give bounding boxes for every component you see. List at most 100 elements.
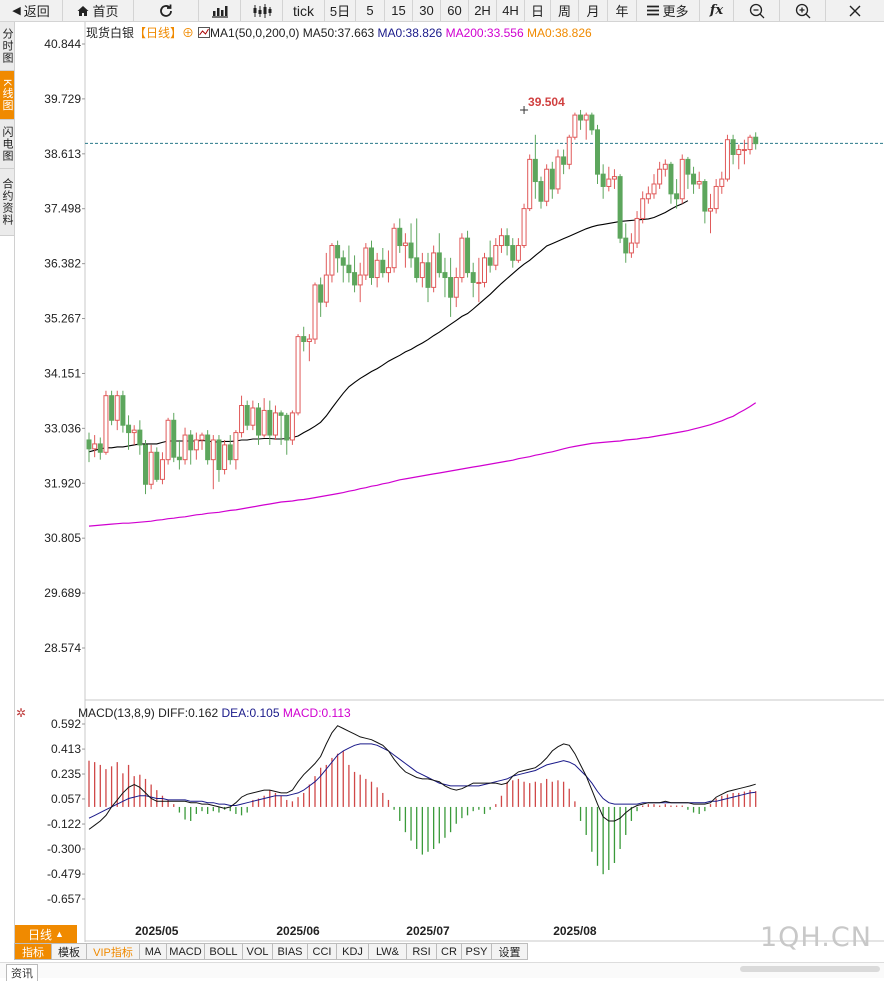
candle — [691, 166, 697, 194]
candle-body — [159, 459, 165, 480]
candle — [741, 139, 747, 165]
macd-dea-value: DEA:0.105 — [221, 706, 280, 720]
kline-chart-button[interactable] — [199, 0, 241, 21]
tab-contract-info[interactable]: 合约资料 — [0, 169, 14, 236]
candle-body — [713, 185, 719, 210]
period-year[interactable]: 年 — [608, 0, 637, 21]
tab-ma[interactable]: MA — [140, 943, 167, 960]
candle — [453, 267, 459, 308]
candle-body — [244, 405, 250, 426]
macd-y-tick-label: 0.057 — [51, 792, 81, 806]
y-tick-label: 39.729 — [44, 92, 81, 106]
period-60min[interactable]: 60 — [441, 0, 469, 21]
candle — [154, 447, 160, 482]
candle-body — [611, 176, 617, 180]
period-month[interactable]: 月 — [579, 0, 608, 21]
candle-body — [578, 114, 584, 121]
tab-kline[interactable]: K线图 — [0, 71, 14, 120]
back-button[interactable]: ◀ 返回 — [0, 0, 63, 21]
settings-icon[interactable]: ⊕ — [182, 26, 195, 40]
macd-name: MACD(13,8,9) — [78, 706, 155, 720]
y-tick-label: 31.920 — [44, 476, 81, 490]
candle — [374, 252, 380, 288]
candle — [329, 243, 335, 283]
tab-boll[interactable]: BOLL — [205, 943, 243, 960]
refresh-button[interactable] — [134, 0, 199, 21]
candle — [323, 252, 329, 308]
period-2h[interactable]: 2H — [469, 0, 497, 21]
horizontal-scrollbar[interactable] — [740, 966, 880, 972]
candle-body — [623, 237, 629, 254]
refresh-icon — [158, 3, 174, 19]
candle-body — [278, 412, 284, 416]
tab-macd[interactable]: MACD — [167, 943, 205, 960]
tab-cr[interactable]: CR — [437, 943, 462, 960]
candle — [193, 432, 199, 460]
candle-body — [431, 252, 437, 288]
candle — [521, 203, 527, 248]
tick-button[interactable]: tick — [283, 0, 325, 21]
tab-indicators[interactable]: 指标 — [14, 943, 52, 960]
candle — [753, 132, 759, 150]
candle-body — [143, 444, 148, 485]
home-button[interactable]: 首页 — [63, 0, 134, 21]
macd-diff-value: DIFF:0.162 — [158, 706, 219, 720]
period-selector[interactable]: 日线 ▲ — [15, 925, 77, 943]
candle — [431, 245, 437, 293]
candle-body — [628, 242, 634, 254]
close-button[interactable] — [826, 0, 884, 21]
footer-tab-news[interactable]: 资讯 — [6, 964, 38, 981]
chart-canvas[interactable]: 40.844 39.729 38.613 37.498 36.382 35.267 34.1… — [0, 0, 884, 942]
candle-body — [741, 149, 747, 152]
tab-lw[interactable]: LW& — [369, 943, 407, 960]
y-tick-label: 28.574 — [44, 641, 81, 655]
candle-body — [425, 262, 431, 288]
main-legend: 现货白银【日线】⊕ MA1(50,0,200,0) MA50:37.663 MA0… — [86, 24, 592, 41]
tab-psy[interactable]: PSY — [462, 943, 492, 960]
candle — [369, 240, 374, 285]
candle-body — [312, 284, 318, 340]
more-button[interactable]: 更多 — [637, 0, 700, 21]
tab-bias[interactable]: BIAS — [273, 943, 308, 960]
tab-rsi[interactable]: RSI — [407, 943, 437, 960]
tab-template[interactable]: 模板 — [52, 943, 87, 960]
candle — [702, 179, 708, 224]
candle — [205, 430, 211, 465]
macd-settings-icon[interactable]: ✲ — [16, 706, 27, 720]
zoom-out-button[interactable] — [734, 0, 780, 21]
tab-vol[interactable]: VOL — [243, 943, 273, 960]
high-marker-cross — [520, 105, 529, 114]
candle — [544, 164, 550, 207]
period-5day[interactable]: 5日 — [325, 0, 356, 21]
ma200-value: MA200:33.556 — [445, 26, 524, 40]
candlestick-button[interactable] — [241, 0, 283, 21]
candle-body — [515, 245, 521, 261]
zoom-in-button[interactable] — [780, 0, 826, 21]
period-tag: 【日线】 — [134, 26, 183, 40]
candle-body — [222, 444, 228, 471]
candle-body — [504, 235, 510, 247]
period-day[interactable]: 日 — [525, 0, 551, 21]
candle-body — [97, 443, 103, 453]
candle — [566, 134, 572, 170]
candle — [549, 161, 555, 199]
candle-body — [137, 429, 143, 446]
candle — [244, 400, 250, 431]
side-tabs: 分时图 K线图 闪电图 合约资料 — [0, 22, 14, 236]
period-30min[interactable]: 30 — [413, 0, 441, 21]
period-4h[interactable]: 4H — [497, 0, 525, 21]
candle — [278, 410, 284, 445]
tab-kdj[interactable]: KDJ — [337, 943, 369, 960]
period-15min[interactable]: 15 — [385, 0, 413, 21]
tab-flash[interactable]: 闪电图 — [0, 120, 14, 169]
tab-vip-indicators[interactable]: VIP指标 — [87, 943, 140, 960]
tab-cci[interactable]: CCI — [308, 943, 337, 960]
formula-button[interactable]: fx — [700, 0, 734, 21]
candle — [538, 176, 544, 209]
tab-settings[interactable]: 设置 — [492, 943, 528, 960]
period-5min[interactable]: 5 — [356, 0, 385, 21]
period-week[interactable]: 周 — [551, 0, 579, 21]
tab-timeshare[interactable]: 分时图 — [0, 22, 14, 71]
candle — [414, 218, 420, 283]
candle-body — [572, 114, 578, 138]
